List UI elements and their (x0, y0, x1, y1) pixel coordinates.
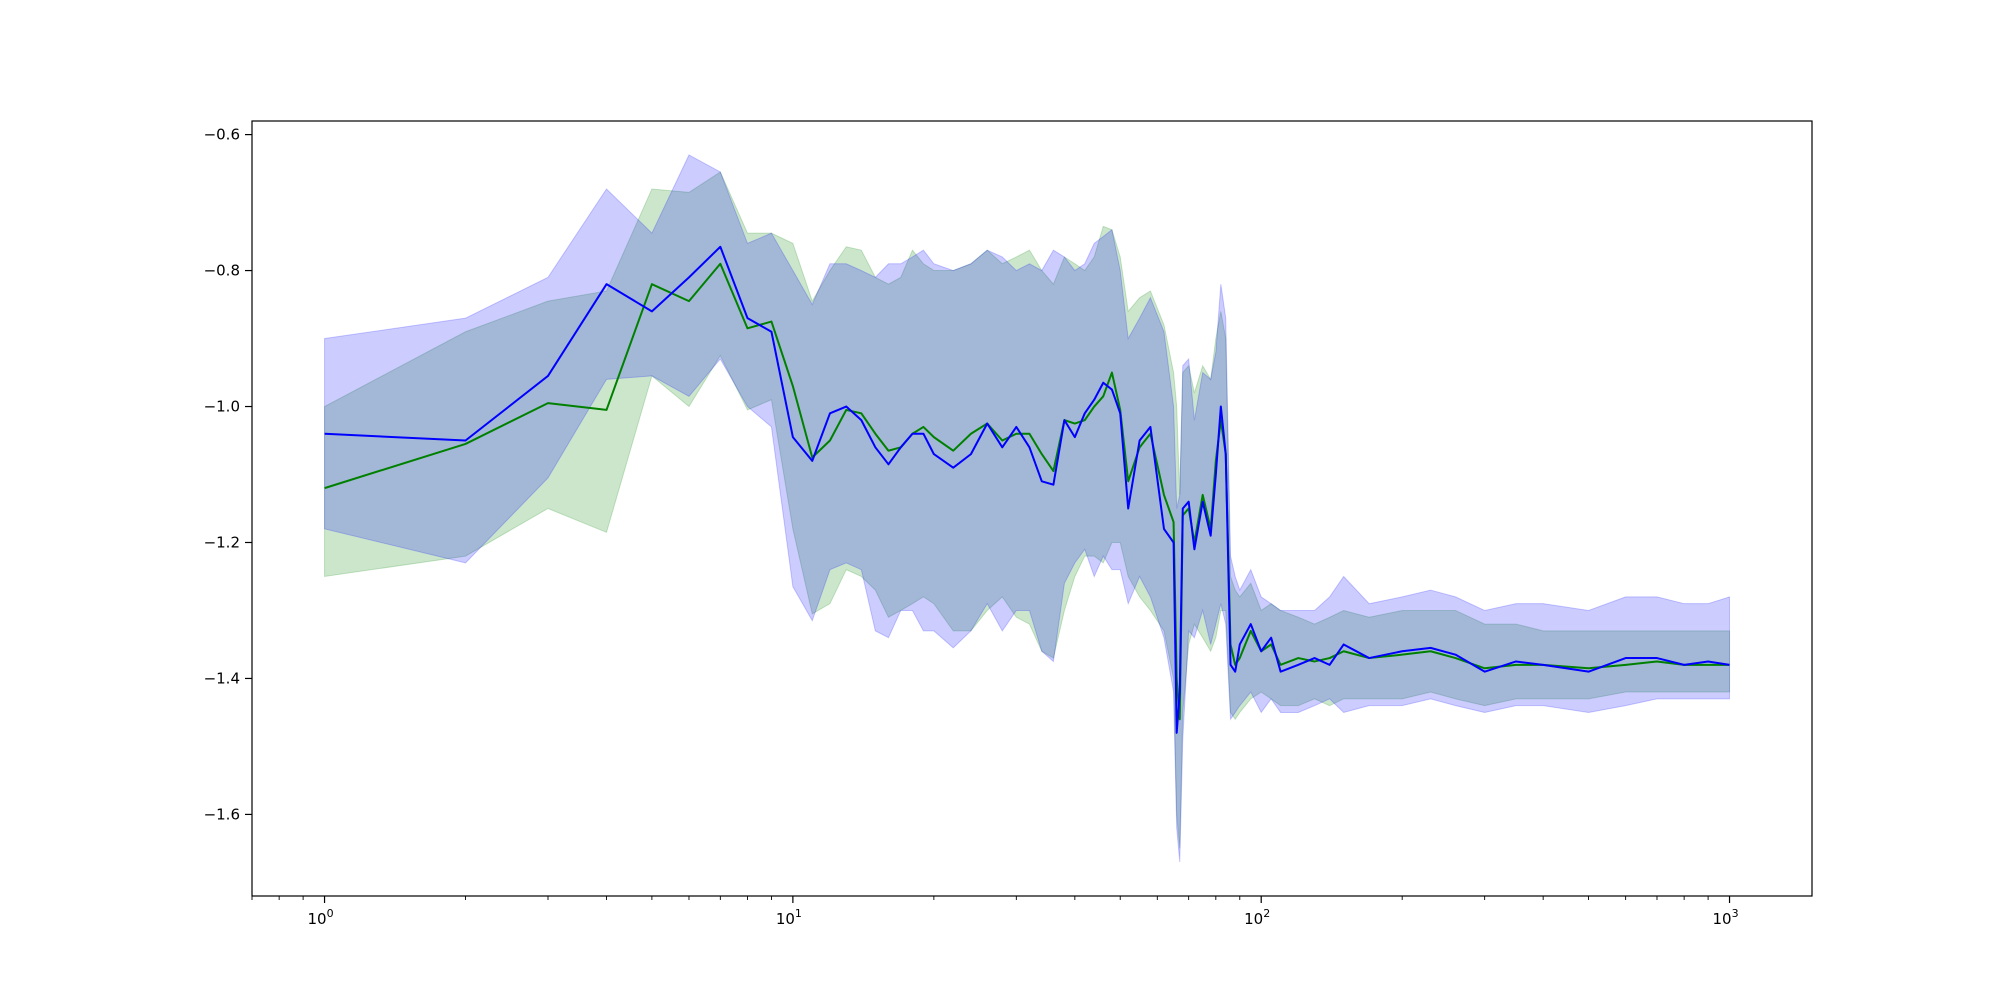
axes-frame (251, 120, 1813, 897)
y-tick-label: −1.4 (204, 669, 240, 687)
y-tick-label: −0.8 (204, 262, 240, 280)
series-2-band (324, 154, 1731, 863)
x-tick-label: 100 (307, 907, 333, 928)
confidence-bands (324, 154, 1731, 863)
x-tick-label: 102 (1244, 907, 1270, 928)
series-1-band (324, 171, 1731, 849)
y-tick-label: −1.2 (204, 533, 240, 551)
plot-area (252, 121, 1812, 896)
y-tick-label: −1.6 (204, 805, 240, 823)
x-axis: 100 101 102 103 (251, 896, 1739, 928)
y-tick-label: −0.6 (204, 126, 240, 144)
x-tick-label: 103 (1712, 907, 1738, 928)
y-axis: −0.6 −0.8 −1.0 −1.2 −1.4 −1.6 (204, 126, 252, 823)
y-tick-label: −1.0 (204, 398, 240, 416)
x-tick-label: 101 (776, 907, 802, 928)
series-2-line (324, 245, 1730, 734)
series-lines (324, 245, 1730, 734)
